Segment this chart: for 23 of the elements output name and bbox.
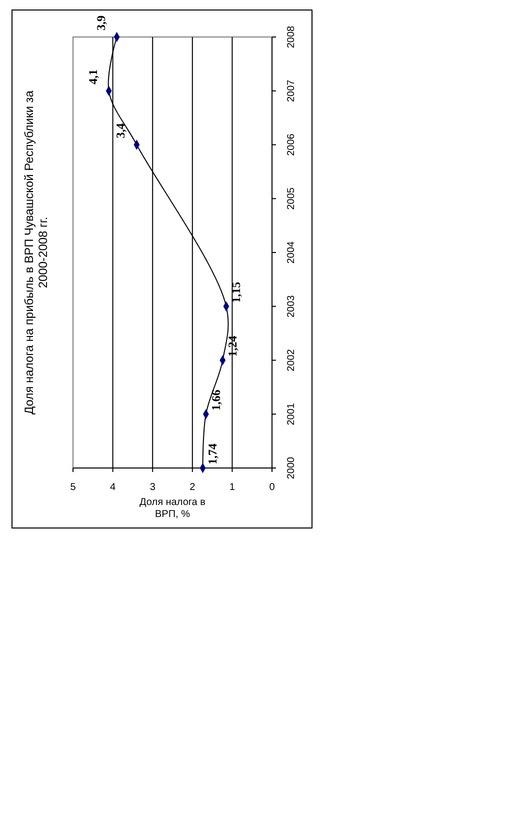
y-tick-label: 2008 <box>286 25 297 48</box>
x-tick-label: 2 <box>190 482 196 493</box>
x-tick-label: 4 <box>110 482 116 493</box>
x-tick-label: 1 <box>229 482 236 493</box>
y-tick-label: 2000 <box>286 456 297 480</box>
y-tick-label: 2003 <box>286 294 297 318</box>
x-tick-label: 0 <box>269 482 276 493</box>
y-tick-label: 2007 <box>286 79 297 102</box>
x-tick-label: 5 <box>70 482 76 493</box>
data-label: 4,1 <box>86 69 100 84</box>
data-label: 1,66 <box>208 390 223 411</box>
y-tick-label: 2001 <box>286 402 297 426</box>
data-label: 3,9 <box>94 16 108 30</box>
y-tick-label: 2005 <box>286 187 297 210</box>
data-label: 1,74 <box>206 444 220 464</box>
data-label: 3,4 <box>114 123 128 138</box>
data-label: 1,24 <box>226 336 240 357</box>
y-tick-label: 2004 <box>286 240 297 264</box>
x-tick-label: 3 <box>150 482 156 493</box>
y-tick-label: 2006 <box>286 133 297 156</box>
x-axis-title: Доля налога в ВРП, % <box>140 497 206 520</box>
y-tick-label: 2002 <box>286 348 297 372</box>
text: Доля налога на прибыль в ВРП Чувашской Республики за 2000-2008 гг. <box>22 90 50 414</box>
